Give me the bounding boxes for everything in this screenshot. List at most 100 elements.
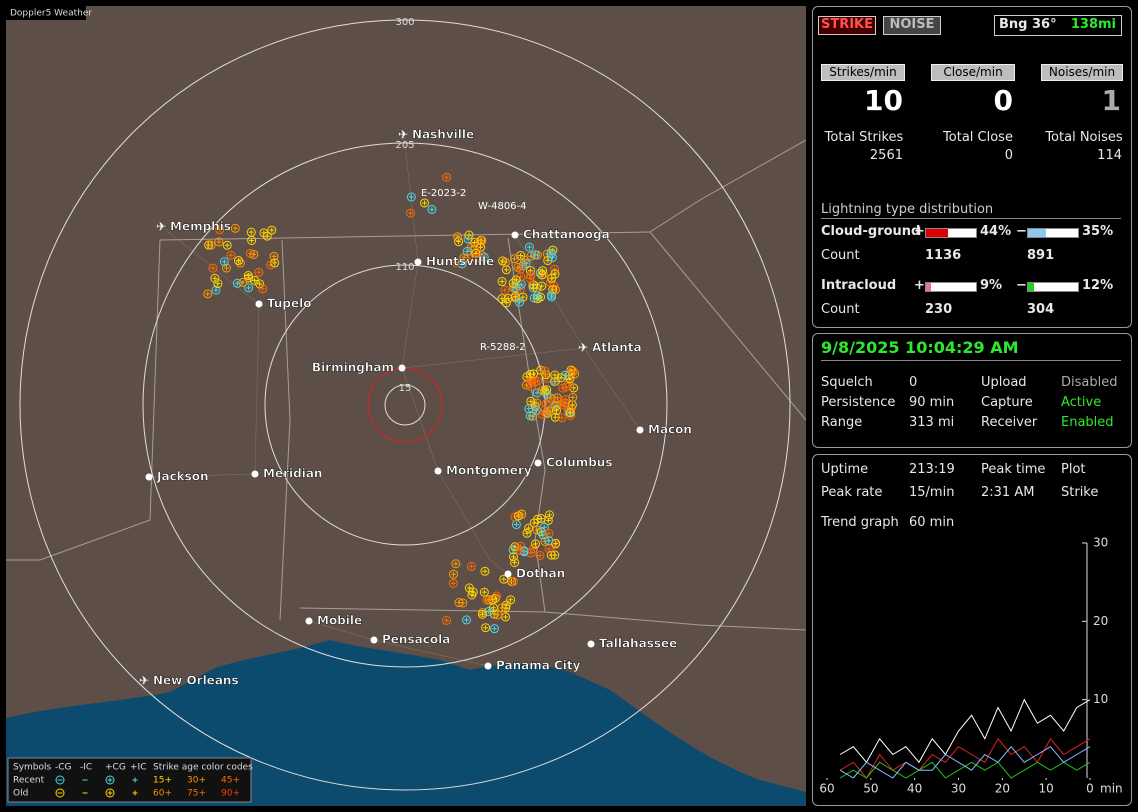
count-value: 304 (1027, 302, 1055, 317)
strike-symbol-cross (527, 268, 533, 274)
sign: + (914, 224, 925, 239)
city-label: Jackson (156, 470, 209, 484)
strike-symbol (544, 510, 554, 520)
status-cell: 90 min (909, 395, 955, 410)
strike-symbol (451, 559, 461, 569)
strike-symbol (493, 610, 503, 620)
strike-symbol-cross (478, 244, 484, 250)
strike-symbol (550, 412, 560, 422)
track-label: E-2023-2 (421, 188, 466, 199)
legend-type: +CG (105, 763, 126, 773)
strike-symbol-cross (517, 547, 523, 553)
strike-symbol (529, 544, 539, 554)
strike-symbol-cross (466, 232, 472, 238)
strike-symbol (546, 550, 556, 560)
strike-symbol-cross (528, 550, 534, 556)
strike-symbol (529, 293, 539, 303)
strike-symbol-cross (546, 538, 552, 544)
map-legend: Symbols -CG -IC +CG +IC Strike age color code… (7, 757, 253, 803)
status-cell: Active (1061, 395, 1102, 410)
strike-symbol (568, 392, 578, 402)
strike-symbol-cross (546, 531, 552, 537)
city-label: Tupelo (267, 297, 312, 311)
strike-symbol-cross (232, 225, 238, 231)
count-value: 230 (925, 302, 953, 317)
sign: − (1016, 278, 1027, 293)
strike-symbol-cross (534, 285, 540, 291)
strike-symbol-cross (553, 378, 559, 384)
strike-symbol-cross (546, 546, 552, 552)
strike-symbol-cross (534, 407, 540, 413)
legend-symbol (105, 788, 115, 798)
strike-symbol (514, 297, 524, 307)
strike-symbol-cross (535, 378, 541, 384)
city-dot (636, 426, 644, 434)
x-unit: min (1100, 782, 1123, 796)
strike-symbol (526, 548, 536, 558)
strike-symbol (498, 256, 508, 266)
stat-cell: Plot (1061, 462, 1086, 477)
strike-mode[interactable]: STRIKE (818, 16, 876, 35)
city-label: Dothan (516, 567, 565, 581)
strike-symbol-cross (221, 259, 227, 265)
strike-symbol (453, 232, 463, 242)
x-tick-label: 10 (1039, 782, 1054, 796)
strike-symbol-cross (215, 281, 221, 287)
ring-label: 15 (399, 383, 412, 394)
city-dot (255, 300, 263, 308)
legend-age: 60+ (153, 789, 172, 799)
strike-symbol (541, 370, 551, 380)
legend-row-label: Recent (13, 776, 45, 786)
strike-symbol (540, 366, 550, 376)
strike-symbol (226, 250, 236, 260)
strike-symbol-cross (527, 413, 533, 419)
y-tick-label: 10 (1093, 692, 1108, 706)
strike-symbol (524, 242, 534, 252)
trend-label: Trend graph (821, 515, 899, 530)
city-label: Mobile (317, 614, 362, 628)
strike-symbol-cross (528, 398, 534, 404)
strike-symbol (235, 258, 245, 268)
range-ring (19, 19, 791, 791)
strike-symbol (489, 624, 499, 634)
strike-symbol-cross (552, 271, 558, 277)
strike-symbol (532, 291, 542, 301)
stat-cell: Peak rate (821, 485, 883, 500)
strike-symbol-cross (491, 626, 497, 632)
y-tick-label: 30 (1093, 536, 1108, 550)
strike-symbol-cross (518, 281, 524, 287)
rate-label: Strikes/min (821, 64, 905, 81)
strike-symbol (442, 172, 452, 182)
strike-symbol (515, 545, 525, 555)
rate-value: 1 (1101, 84, 1121, 117)
strike-symbol (509, 254, 519, 264)
status-cell: Enabled (1061, 415, 1114, 430)
strike-symbol-cross (538, 516, 544, 522)
strike-symbol (230, 223, 240, 233)
distribution-title: Lightning type distribution (821, 202, 1121, 219)
percent-label: 35% (1082, 224, 1114, 239)
strike-symbol-cross (542, 368, 548, 374)
noise-mode[interactable]: NOISE (883, 16, 941, 35)
strike-symbol-cross (216, 239, 222, 245)
airport-icon: ✈ (139, 674, 149, 688)
strike-symbol-cross (553, 540, 559, 546)
city-label: New Orleans (153, 674, 239, 688)
strike-symbol (540, 405, 550, 415)
strike-symbol (519, 255, 529, 265)
strike-symbol (532, 398, 542, 408)
strike-symbol (550, 370, 560, 380)
legend-symbol (105, 775, 115, 785)
legend-symbol-mark (132, 790, 138, 796)
strike-symbol (525, 273, 535, 283)
strike-symbol-cross (520, 294, 526, 300)
strike-symbol (270, 258, 280, 268)
strike-symbol (479, 252, 489, 262)
strike-symbol-cross (224, 242, 230, 248)
strike-symbol (477, 235, 487, 245)
status-cell: Squelch (821, 375, 873, 390)
strike-symbol-cross (479, 237, 485, 243)
inner-ring (384, 384, 426, 426)
strike-symbol (533, 376, 543, 386)
strike-symbol-cross (559, 415, 565, 421)
